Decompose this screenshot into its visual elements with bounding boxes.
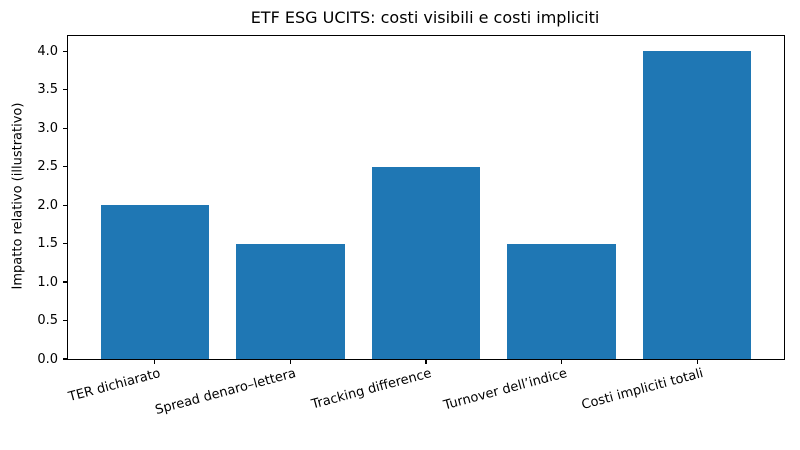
y-tick-label: 2.0 [37, 197, 58, 213]
bar-1 [100, 205, 210, 359]
y-tick-mark [63, 166, 68, 168]
plot-area: 0.0 0.5 1.0 1.5 2.0 2.5 3.0 3.5 4.0 TER dichiarat… [37, 35, 785, 418]
x-tick-label: Tracking difference [310, 366, 434, 413]
x-tick-mark [561, 359, 563, 364]
x-tick-label: Spread denaro–lettera [154, 366, 299, 419]
bar-5 [642, 51, 752, 359]
y-tick-label: 0.0 [37, 351, 58, 367]
y-tick-mark [63, 281, 68, 283]
x-tick-mark [425, 359, 427, 364]
y-tick-label: 4.0 [37, 43, 58, 59]
y-tick-label: 0.5 [37, 313, 58, 329]
y-tick-label: 1.0 [37, 274, 58, 290]
x-tick-label: TER dichiarato [67, 366, 163, 405]
y-tick-mark [63, 204, 68, 206]
y-tick-label: 3.5 [37, 82, 58, 98]
y-tick-label: 2.5 [37, 159, 58, 175]
x-tick-mark [154, 359, 156, 364]
y-tick-mark [63, 358, 68, 360]
y-tick-mark [63, 127, 68, 129]
y-tick-mark [63, 89, 68, 91]
bar-2 [236, 243, 345, 359]
chart-title: ETF ESG UCITS: costi visibili e costi im… [250, 8, 600, 27]
x-tick-label: Turnover dell’indice [442, 366, 570, 414]
bar-3 [371, 166, 481, 359]
y-tick-mark [63, 50, 68, 52]
y-tick-label: 3.0 [37, 120, 58, 136]
y-tick-mark [63, 243, 68, 245]
y-tick-label: 1.5 [37, 236, 58, 252]
x-tick-mark [289, 359, 291, 364]
x-tick-mark [696, 359, 698, 364]
y-tick-mark [63, 319, 68, 322]
bar-4 [507, 243, 616, 359]
x-tick-label: Costi impliciti totali [579, 366, 705, 413]
